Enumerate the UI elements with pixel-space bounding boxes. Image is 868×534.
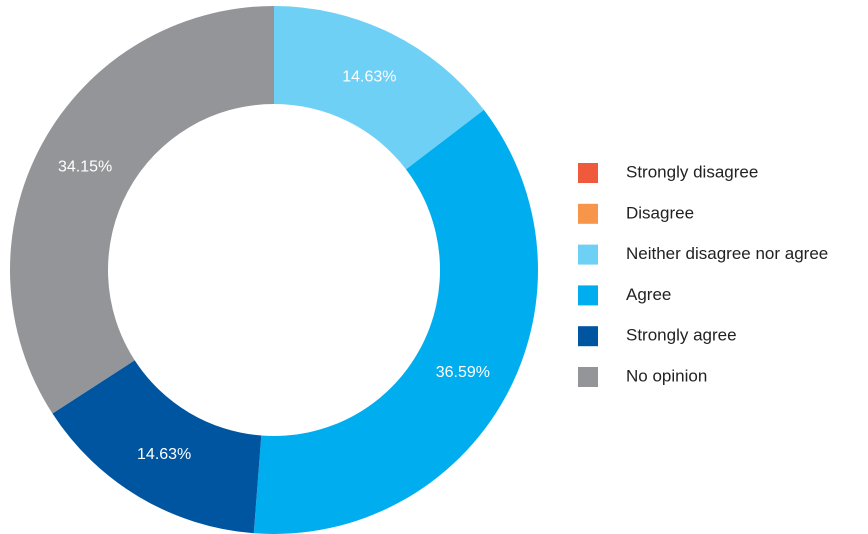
donut-slices — [9, 6, 538, 534]
legend-swatch-no-opinion — [578, 367, 598, 387]
legend-label-agree: Agree — [626, 285, 671, 304]
slice-label-no-opinion: 34.15% — [58, 159, 112, 176]
legend-label-strongly-agree: Strongly agree — [626, 326, 737, 345]
legend-swatch-agree — [578, 285, 598, 306]
legend-swatch-disagree — [578, 203, 598, 224]
slice-neither-disagree-nor-agree — [274, 6, 484, 170]
legend: Strongly disagree Disagree Neither disagre… — [578, 162, 828, 387]
legend-swatch-strongly-agree — [578, 326, 598, 347]
legend-swatch-neither-disagree-nor-agree — [578, 244, 598, 265]
slice-labels: 14.63% 36.59% 14.63% 34.15% — [58, 69, 490, 464]
slice-label-agree: 36.59% — [436, 364, 490, 381]
legend-label-disagree: Disagree — [626, 203, 694, 222]
slice-label-strongly-agree: 14.63% — [137, 446, 191, 463]
legend-label-strongly-disagree: Strongly disagree — [626, 162, 758, 181]
slice-agree — [253, 109, 538, 534]
slice-label-neither-disagree-nor-agree: 14.63% — [342, 69, 396, 86]
slice-strongly-agree — [52, 360, 262, 534]
legend-label-neither-disagree-nor-agree: Neither disagree nor agree — [626, 244, 828, 263]
slice-no-opinion — [9, 6, 274, 414]
legend-label-no-opinion: No opinion — [626, 366, 707, 385]
legend-swatch-strongly-disagree — [578, 163, 598, 183]
